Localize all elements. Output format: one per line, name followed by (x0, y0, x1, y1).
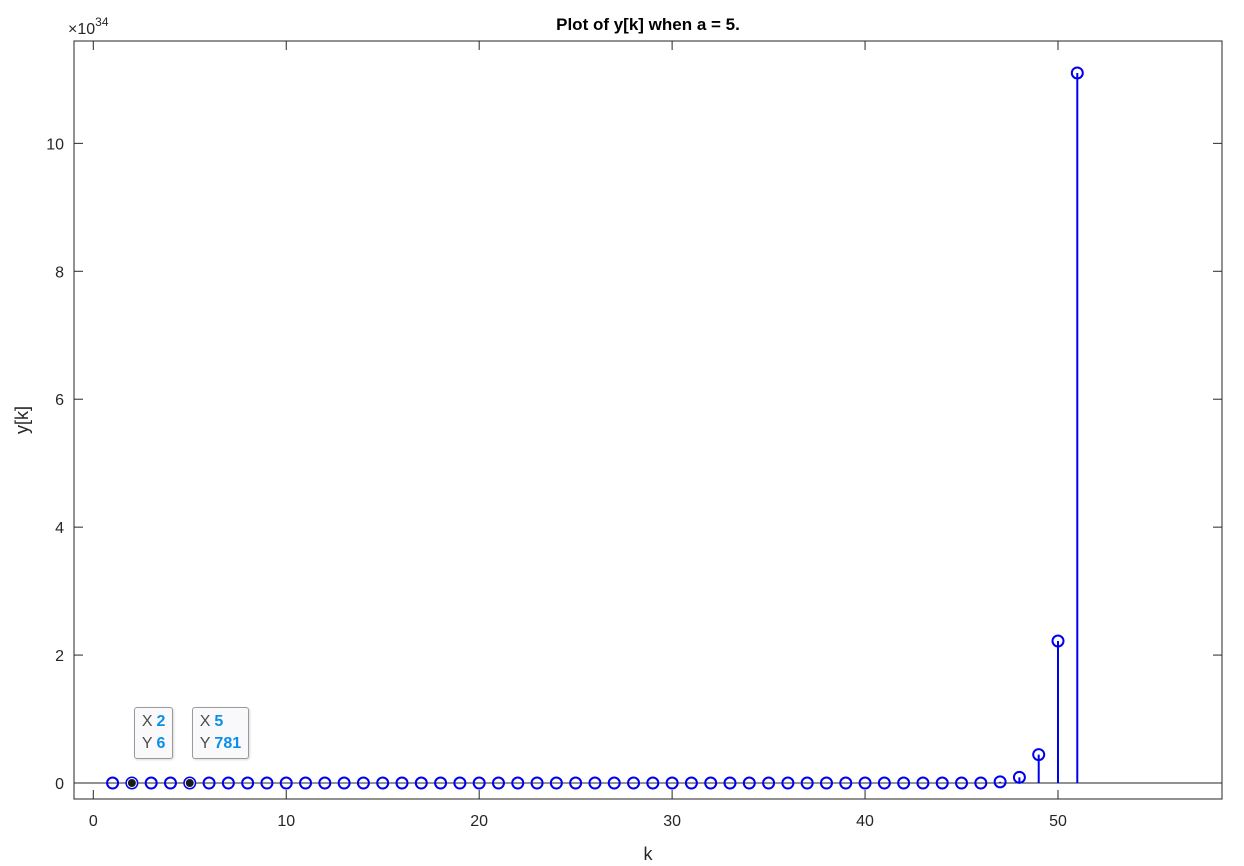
stem-marker (530, 776, 544, 790)
datatip-1-y-label: Y (141, 735, 153, 752)
stem-marker (627, 776, 641, 790)
stem-marker (318, 776, 332, 790)
stem-marker (974, 776, 988, 790)
stem-marker (819, 776, 833, 790)
y-tick-label: 4 (55, 520, 64, 537)
x-tick-label: 0 (89, 813, 98, 830)
stem-marker (935, 776, 949, 790)
y-tick-label: 0 (55, 776, 64, 793)
stem-marker (607, 776, 621, 790)
stem-marker (511, 776, 525, 790)
datatip-2-x-label: X (199, 713, 211, 730)
stem-marker (800, 776, 814, 790)
stem-marker (163, 776, 177, 790)
stem-marker (106, 776, 120, 790)
axes-box (73, 40, 1223, 800)
datatip-1-x-label: X (141, 713, 153, 730)
stem-marker (916, 776, 930, 790)
stem-marker (1070, 66, 1084, 80)
datatip-anchor (126, 778, 137, 789)
stem-marker (202, 776, 216, 790)
y-tick-label: 8 (55, 264, 64, 281)
stem-marker (704, 776, 718, 790)
stem-marker (723, 776, 737, 790)
stem-marker (549, 776, 563, 790)
stem-marker (684, 776, 698, 790)
x-tick-label: 20 (470, 813, 488, 830)
stem-marker (665, 776, 679, 790)
x-tick-label: 10 (277, 813, 295, 830)
stem-marker (646, 776, 660, 790)
stem-marker (376, 776, 390, 790)
stem-marker (221, 776, 235, 790)
stem-marker (279, 776, 293, 790)
stem-marker (858, 776, 872, 790)
stem-marker (877, 776, 891, 790)
stem-marker (144, 776, 158, 790)
stem-marker (839, 776, 853, 790)
stem-marker (395, 776, 409, 790)
stem-marker (241, 776, 255, 790)
stem-marker (356, 776, 370, 790)
datatip-1-y-value: 6 (156, 735, 166, 752)
datatip-2-x-value: 5 (214, 713, 224, 730)
x-tick-label: 30 (663, 813, 681, 830)
stem-marker (434, 776, 448, 790)
stem-marker (1012, 770, 1026, 784)
y-tick-label: 10 (46, 136, 64, 153)
stem-marker (260, 776, 274, 790)
stem-marker (299, 776, 313, 790)
y-tick-label: 2 (55, 648, 64, 665)
y-axis-label: y[k] (12, 406, 32, 434)
stem-marker (337, 776, 351, 790)
datatip-anchor (184, 778, 195, 789)
x-tick-label: 40 (856, 813, 874, 830)
datatip-2-y-label: Y (199, 735, 211, 752)
x-axis-label: k (644, 844, 654, 864)
stem-marker (742, 776, 756, 790)
stem-marker (955, 776, 969, 790)
y-exponent-label: ×1034 (68, 15, 109, 38)
stem-marker (897, 776, 911, 790)
stem-marker (183, 776, 197, 790)
stem-marker (588, 776, 602, 790)
stem-marker (491, 776, 505, 790)
datatip-1-x-value: 2 (156, 713, 166, 730)
stem-marker (414, 776, 428, 790)
stem-marker (453, 776, 467, 790)
stem-marker (1051, 634, 1065, 648)
stem-marker (993, 775, 1007, 789)
stem-marker (472, 776, 486, 790)
x-tick-label: 50 (1049, 813, 1067, 830)
y-tick-label: 6 (55, 392, 64, 409)
datatip-2-y-value: 781 (214, 735, 242, 752)
chart-title: Plot of y[k] when a = 5. (556, 15, 740, 34)
stem-marker (781, 776, 795, 790)
stem-marker (125, 776, 139, 790)
stem-marker (762, 776, 776, 790)
stem-marker (569, 776, 583, 790)
stem-marker (1032, 748, 1046, 762)
